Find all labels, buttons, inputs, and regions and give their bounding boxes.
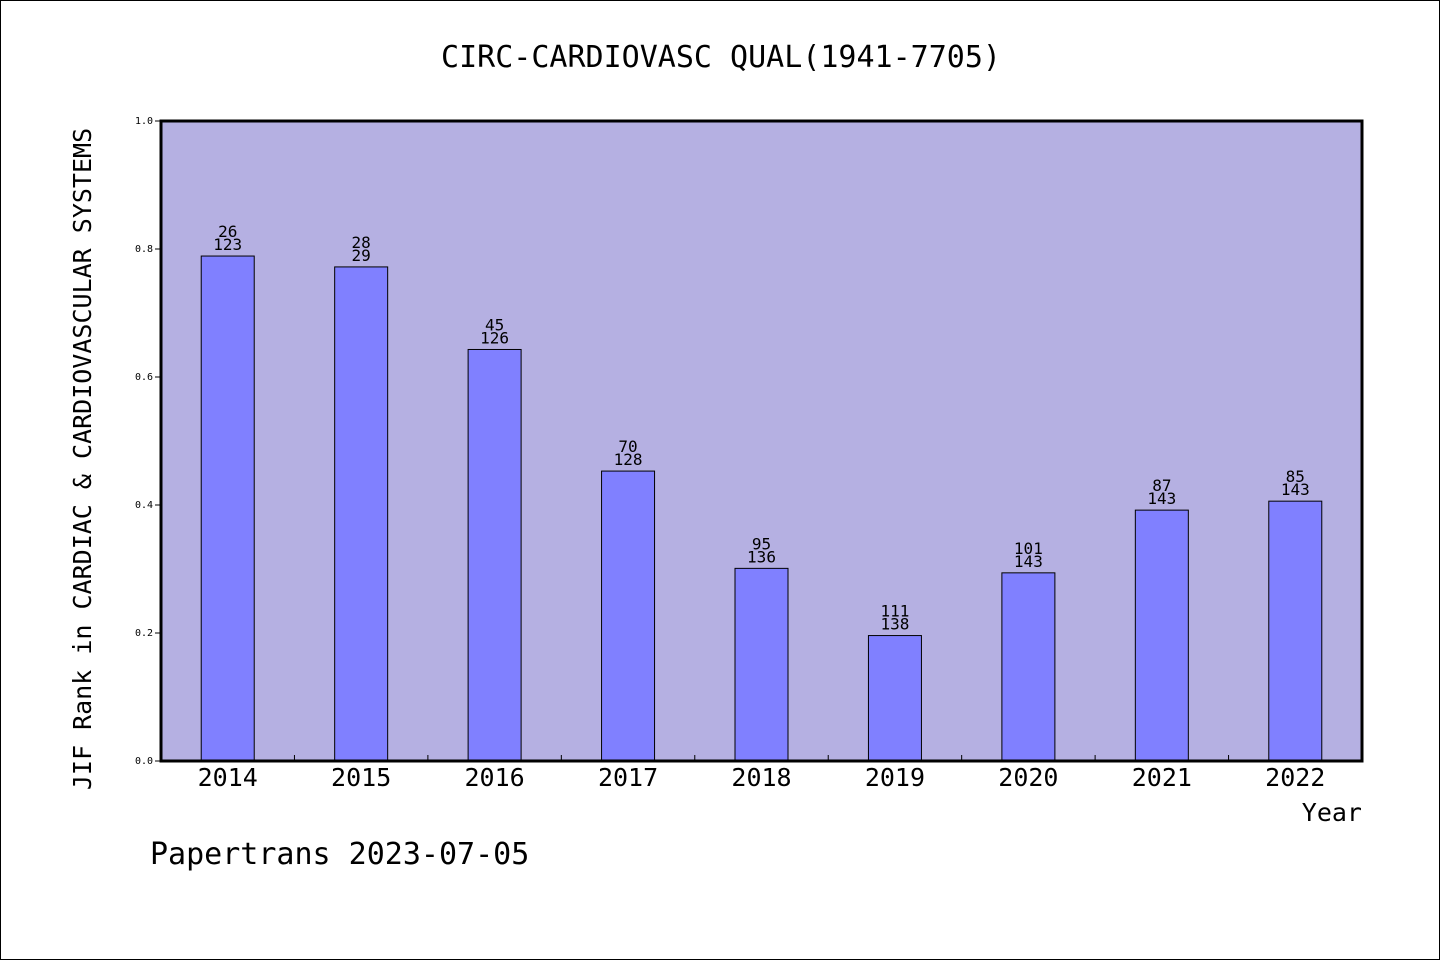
- x-tick-label: 2021: [1132, 763, 1192, 792]
- bar-label-rank: 70: [618, 437, 637, 456]
- y-tick-label: 0.6: [135, 372, 153, 383]
- bar-label-total: 136: [747, 547, 776, 566]
- bar-label-total: 126: [480, 328, 509, 347]
- x-tick-label: 2020: [998, 763, 1058, 792]
- x-axis-label: Year: [1302, 798, 1362, 827]
- bar-label-rank: 95: [752, 534, 771, 553]
- bars: [200, 255, 1323, 762]
- x-tick-label: 2015: [331, 763, 391, 792]
- bar-label-total: 29: [352, 246, 371, 265]
- x-tick-label: 2018: [731, 763, 791, 792]
- bar-label-total: 138: [880, 615, 909, 634]
- bar-label-rank: 111: [880, 602, 909, 621]
- x-tick-label: 2014: [198, 763, 258, 792]
- y-tick-label: 0.4: [135, 500, 153, 511]
- bar-label-total: 143: [1014, 552, 1043, 571]
- y-axis-label: JIF Rank in CARDIAC & CARDIOVASCULAR SYS…: [68, 128, 97, 790]
- bar-2014: [200, 255, 255, 762]
- x-tick-label: 2016: [465, 763, 525, 792]
- bar-label-total: 143: [1281, 480, 1310, 499]
- chart-title: CIRC-CARDIOVASC QUAL(1941-7705): [441, 40, 1001, 75]
- x-tick-label: 2022: [1265, 763, 1325, 792]
- bar-label-rank: 26: [218, 222, 237, 241]
- bar-label-rank: 101: [1014, 539, 1043, 558]
- y-axis-ticks: 0.0 0.2 0.4 0.6 0.8 1.0: [135, 116, 161, 767]
- y-tick-label: 0.8: [135, 244, 153, 255]
- y-tick-label: 0.0: [135, 756, 153, 767]
- bar-2017: [601, 470, 656, 762]
- bar-label-total: 123: [213, 235, 242, 254]
- bar-label-total: 143: [1147, 489, 1176, 508]
- bar-2016: [467, 348, 522, 762]
- x-axis-ticks: 2014 2015 2016 2017 2018 2019 2020 2021 2022: [198, 755, 1325, 792]
- x-tick-label: 2017: [598, 763, 658, 792]
- footer-stamp: Papertrans 2023-07-05: [150, 837, 529, 872]
- bar-label-total: 128: [614, 450, 643, 469]
- bar-label-rank: 28: [352, 233, 371, 252]
- y-tick-label: 0.2: [135, 628, 153, 639]
- bar-label-rank: 87: [1152, 476, 1171, 495]
- bar-label-rank: 45: [485, 315, 504, 334]
- bar-2018: [734, 567, 789, 762]
- bar-2020: [1001, 572, 1056, 762]
- bar-2022: [1268, 500, 1323, 762]
- bar-2021: [1134, 509, 1189, 762]
- y-tick-label: 1.0: [135, 116, 153, 127]
- bar-label-rank: 85: [1286, 467, 1305, 486]
- plot-border: [159, 119, 1364, 763]
- bar-2019: [867, 635, 922, 762]
- bar-2015: [334, 266, 389, 762]
- x-tick-label: 2019: [865, 763, 925, 792]
